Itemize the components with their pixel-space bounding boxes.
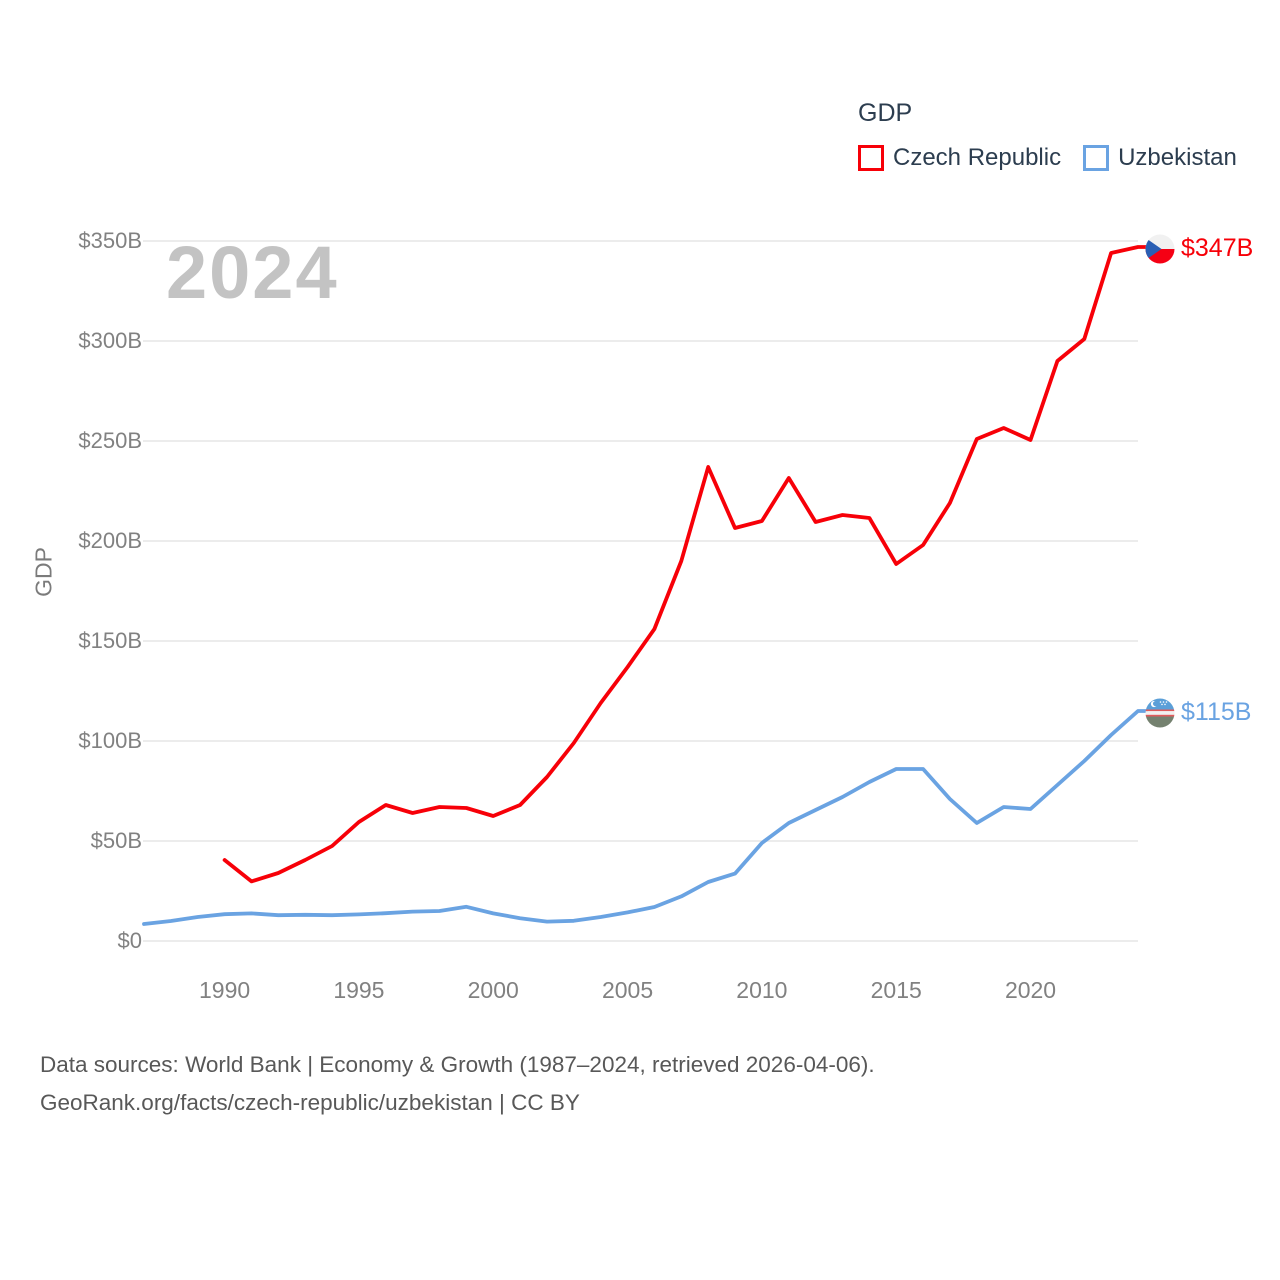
legend-item-uzbekistan[interactable]: Uzbekistan (1083, 144, 1237, 172)
legend-item-czech-republic[interactable]: Czech Republic (858, 144, 1061, 172)
y-tick-label: $150B (78, 628, 142, 653)
x-tick-label: 2005 (601, 977, 654, 1003)
footer: Data sources: World Bank | Economy & Gro… (40, 1046, 875, 1122)
legend-items: Czech Republic Uzbekistan (858, 144, 1237, 172)
y-tick-label: $300B (78, 328, 142, 353)
x-tick-label: 2000 (467, 977, 519, 1003)
y-axis-title: GDP (30, 547, 57, 597)
legend-item-label: Uzbekistan (1118, 144, 1237, 171)
y-tick-label: $350B (78, 228, 142, 253)
y-tick-label: $0 (117, 928, 142, 953)
y-tick-label: $100B (78, 728, 142, 753)
x-tick-label: 2015 (870, 977, 922, 1003)
series-line-uzbekistan[interactable] (142, 709, 1148, 926)
legend-title: GDP (858, 99, 913, 127)
x-tick-label: 2010 (736, 977, 788, 1003)
legend-item-label: Czech Republic (893, 144, 1062, 171)
footer-sources: Data sources: World Bank | Economy & Gro… (40, 1052, 875, 1077)
series-line-czech-republic[interactable] (222, 245, 1148, 884)
y-tick-label: $50B (90, 828, 142, 853)
x-tick-label: 1995 (333, 977, 385, 1003)
year-watermark: 2024 (166, 231, 339, 314)
y-tick-label: $250B (78, 428, 142, 453)
footer-attribution: GeoRank.org/facts/czech-republic/uzbekis… (40, 1090, 580, 1115)
legend: GDP Czech Republic Uzbekistan (858, 99, 1237, 172)
x-tick-label: 1990 (199, 977, 251, 1003)
czech-republic-flag-icon (1145, 234, 1175, 264)
legend-swatch-czech-republic (858, 145, 884, 171)
x-tick-label: 2020 (1004, 977, 1057, 1003)
legend-swatch-uzbekistan (1083, 145, 1110, 171)
end-value-label-czech-republic: $347B (1181, 234, 1254, 262)
y-tick-label: $200B (78, 528, 142, 553)
uzbekistan-flag-icon (1145, 698, 1175, 728)
end-value-label-uzbekistan: $115B (1181, 698, 1252, 726)
